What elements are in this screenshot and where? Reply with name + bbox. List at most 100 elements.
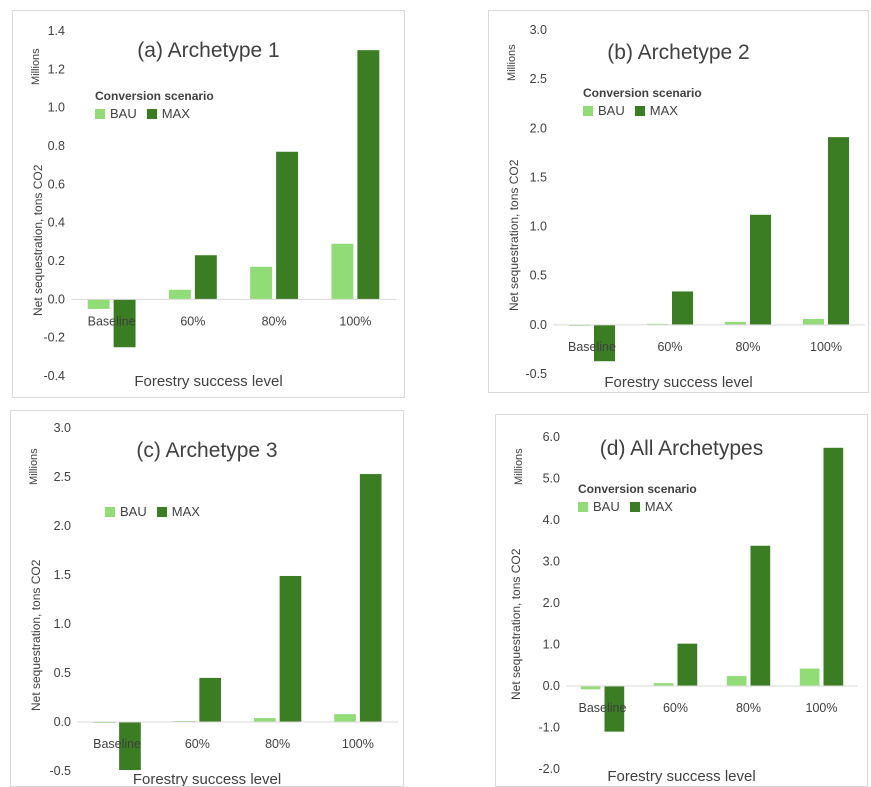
x-tick-label: 80%: [736, 701, 761, 715]
x-axis-title: Forestry success level: [604, 374, 753, 391]
legend-label-max: MAX: [644, 499, 673, 514]
bar-bau-3: [802, 318, 824, 325]
y-axis-title: Net sequestration, tons CO2: [509, 548, 523, 700]
bar-max-3: [828, 137, 850, 325]
y-tick-label: 1.2: [48, 62, 65, 76]
x-axis-title: Forestry success level: [607, 768, 756, 785]
legend: BAU MAX: [105, 504, 200, 519]
legend-item-max: MAX: [156, 504, 200, 519]
bar-chart-archetype-2: -0.5 0.0 0.5 1.0 1.5 2.0 2.5 3.0 Baseline 60% 80% 1…: [525, 23, 865, 381]
bar-bau-2: [724, 321, 746, 325]
x-tick-label: 80%: [735, 340, 760, 354]
y-tick-label: 0.0: [530, 318, 547, 332]
y-tick-label: 2.5: [530, 72, 547, 86]
chart-panel-archetype-2: -0.5 0.0 0.5 1.0 1.5 2.0 2.5 3.0 Baseline 60% 80% 1…: [488, 10, 869, 393]
y-tick-label: -0.4: [43, 369, 65, 383]
bar-max-2: [279, 575, 302, 722]
legend-label-bau: BAU: [593, 499, 620, 514]
y-tick-label: 1.5: [530, 170, 547, 184]
x-tick-label: 100%: [806, 701, 838, 715]
x-axis-title: Forestry success level: [132, 771, 282, 787]
legend: Conversion scenario BAU MAX: [95, 89, 214, 121]
units-label: Millions: [30, 48, 42, 85]
chart-title: (a) Archetype 1: [137, 39, 280, 62]
bar-bau-3: [334, 714, 356, 722]
y-tick-label: 1.0: [543, 638, 560, 652]
bar-max-3: [823, 447, 844, 686]
x-tick-label: Baseline: [568, 340, 616, 354]
y-tick-label: -1.0: [538, 721, 560, 735]
x-tick-label: 80%: [262, 314, 287, 328]
y-tick-label: 3.0: [530, 23, 547, 37]
chart-title: (b) Archetype 2: [607, 41, 750, 64]
legend-item-max: MAX: [629, 499, 673, 514]
legend-label-bau: BAU: [120, 504, 147, 519]
y-tick-label: 5.0: [543, 472, 560, 486]
y-tick-label: 0.5: [530, 269, 547, 283]
x-tick-label: 100%: [342, 737, 374, 751]
y-tick-label: 4.0: [543, 513, 560, 527]
legend-item-bau: BAU: [583, 103, 625, 118]
bar-max-3: [357, 50, 380, 300]
y-tick-label: 0.5: [54, 666, 71, 680]
y-axis-title: Net sequestration, tons CO2: [31, 164, 45, 316]
y-tick-label: 2.0: [543, 596, 560, 610]
x-tick-label: 60%: [180, 314, 205, 328]
chart-panel-all-archetypes: -2.0 -1.0 0.0 1.0 2.0 3.0 4.0 5.0 6.0 Baseline 60%…: [495, 414, 868, 787]
legend-swatch-max: [146, 108, 157, 119]
bar-bau-2: [726, 676, 747, 686]
y-tick-label: 1.4: [48, 24, 65, 38]
bar-max-0: [119, 722, 141, 771]
y-tick-label: 0.4: [48, 216, 65, 230]
legend-label-max: MAX: [649, 103, 678, 118]
x-tick-label: 100%: [810, 340, 842, 354]
bar-max-1: [672, 291, 694, 325]
legend: Conversion scenario BAU MAX: [578, 482, 697, 514]
y-tick-label: 3.0: [54, 421, 71, 435]
bar-chart-archetype-3: -0.5 0.0 0.5 1.0 1.5 2.0 2.5 3.0 Baseline 60% 80% 1…: [49, 421, 398, 778]
bar-max-1: [199, 677, 222, 722]
legend-item-bau: BAU: [95, 106, 137, 121]
y-tick-label: 6.0: [543, 430, 560, 444]
legend-swatch-max: [634, 105, 645, 116]
legend-item-bau: BAU: [578, 499, 620, 514]
y-tick-label: 0.0: [543, 679, 560, 693]
bar-chart-all-archetypes: -2.0 -1.0 0.0 1.0 2.0 3.0 4.0 5.0 6.0 Baseline 60%…: [538, 430, 858, 776]
bar-bau-3: [799, 668, 820, 686]
bar-max-2: [750, 214, 772, 325]
y-tick-label: -0.2: [43, 331, 65, 345]
y-tick-label: 0.8: [48, 139, 65, 153]
y-tick-label: 1.0: [48, 101, 65, 115]
units-label: Millions: [28, 448, 40, 485]
x-tick-label: Baseline: [579, 701, 627, 715]
bar-bau-1: [653, 683, 674, 686]
bar-max-1: [677, 643, 698, 686]
y-tick-label: 0.0: [48, 292, 65, 306]
x-tick-label: Baseline: [88, 314, 136, 328]
y-tick-label: 1.0: [530, 220, 547, 234]
legend-swatch-bau: [583, 105, 593, 116]
units-label: Millions: [513, 448, 525, 485]
x-tick-label: 60%: [663, 701, 688, 715]
y-tick-label: 1.5: [54, 568, 71, 582]
y-tick-label: -0.5: [49, 764, 71, 778]
legend-label-max: MAX: [161, 106, 190, 121]
bar-max-2: [276, 151, 299, 300]
bar-bau-2: [253, 718, 276, 722]
x-tick-label: Baseline: [93, 737, 141, 751]
bar-max-0: [604, 686, 625, 732]
legend-swatch-max: [629, 501, 640, 512]
legend-swatch-bau: [95, 108, 105, 119]
y-tick-label: 2.0: [530, 121, 547, 135]
legend-swatch-bau: [578, 501, 588, 512]
legend-label-bau: BAU: [110, 106, 137, 121]
bar-max-3: [359, 474, 382, 722]
legend-item-max: MAX: [634, 103, 678, 118]
x-axis-title: Forestry success level: [134, 373, 283, 390]
y-tick-label: 2.5: [54, 470, 71, 484]
chart-panel-archetype-1: -0.4 -0.2 0.0 0.2 0.4 0.6 0.8 1.0 1.2 1.4 Baseline…: [12, 10, 405, 398]
chart-panel-archetype-3: -0.5 0.0 0.5 1.0 1.5 2.0 2.5 3.0 Baseline 60% 80% 1…: [10, 410, 404, 787]
legend-swatch-bau: [105, 506, 115, 517]
y-axis-title: Net sequestration, tons CO2: [507, 159, 521, 311]
x-tick-label: 80%: [265, 737, 290, 751]
